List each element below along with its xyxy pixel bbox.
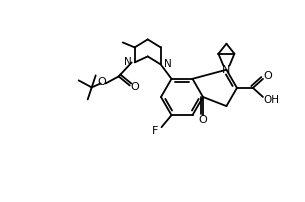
Text: F: F bbox=[152, 126, 159, 136]
Text: OH: OH bbox=[263, 95, 279, 105]
Text: N: N bbox=[164, 59, 171, 69]
Text: O: O bbox=[264, 71, 272, 81]
Text: O: O bbox=[97, 77, 106, 87]
Text: N: N bbox=[222, 65, 231, 75]
Text: O: O bbox=[199, 115, 207, 125]
Text: N: N bbox=[124, 57, 132, 67]
Text: O: O bbox=[130, 82, 139, 92]
